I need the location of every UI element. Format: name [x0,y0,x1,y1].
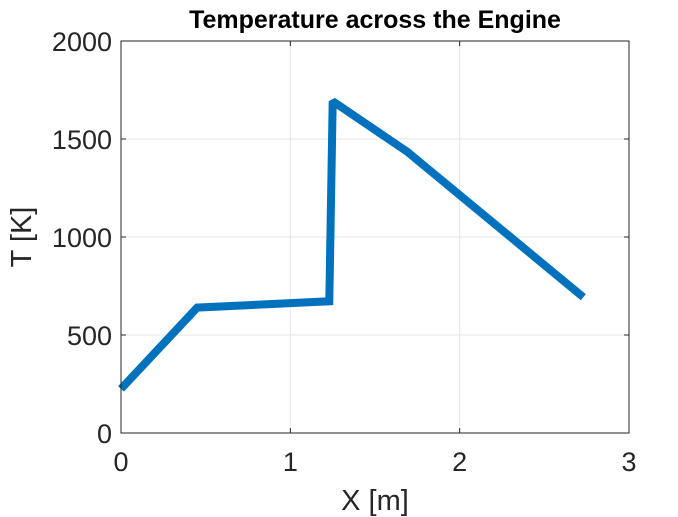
x-axis-label: X [m] [341,485,409,517]
y-tick-label: 1000 [52,223,112,253]
x-ticks: 0 1 2 3 [113,41,637,477]
y-tick-label: 2000 [52,27,112,57]
y-tick-label: 500 [67,321,112,351]
series-line [118,97,586,392]
y-tick-label: 0 [97,419,112,449]
y-tick-label: 1500 [52,125,112,155]
x-tick-label: 1 [283,447,298,477]
y-axis-label: T [K] [6,207,38,268]
x-tick-label: 2 [452,447,467,477]
y-ticks: 0 500 1000 1500 2000 [52,27,629,449]
series-layer [118,97,586,392]
chart-title: Temperature across the Engine [189,6,561,34]
x-tick-label: 0 [113,447,128,477]
x-tick-label: 3 [621,447,636,477]
